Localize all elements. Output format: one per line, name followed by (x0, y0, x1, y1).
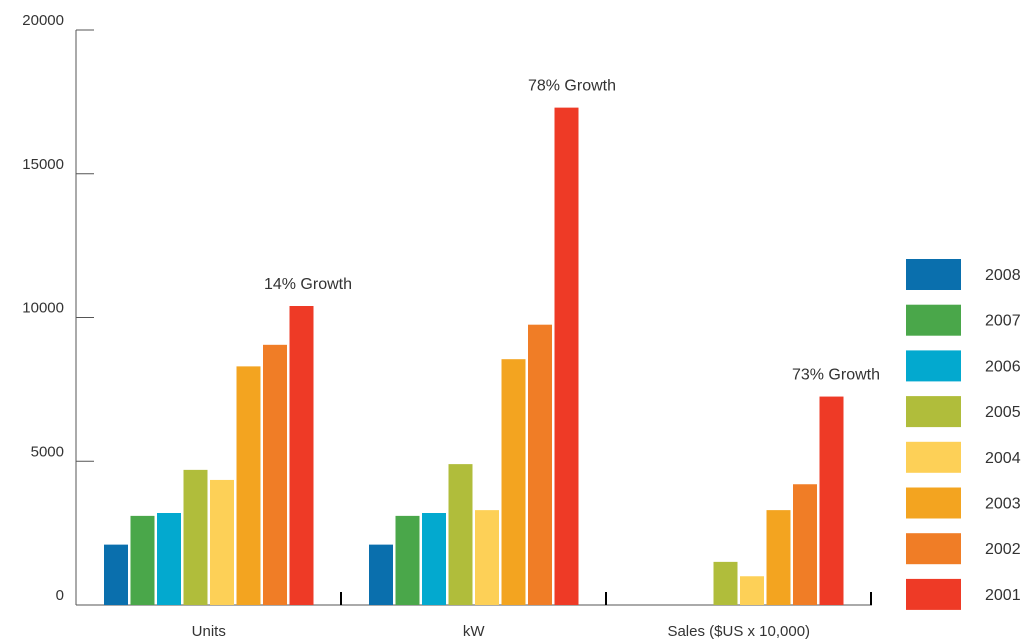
annotations: 14% Growth 78% Growth 73% Growth (264, 78, 880, 384)
growth-annotation: 73% Growth (792, 367, 880, 384)
bar-2007-0 (130, 515, 155, 605)
legend-swatch-2001 (906, 578, 961, 610)
category-labels: Units kW Sales ($US x 10,000) (192, 623, 810, 640)
bar-2004-2 (740, 576, 764, 605)
growth-annotation: 14% Growth (264, 276, 352, 293)
bar-2004-0 (210, 479, 234, 605)
category-label: Units (192, 623, 226, 640)
legend-label-2007: 2007 (985, 313, 1021, 330)
legend-label-2002: 2002 (985, 541, 1021, 558)
legend-swatch-2005 (906, 396, 961, 428)
legend-label-2006: 2006 (985, 358, 1021, 375)
bar-2001-0 (289, 306, 314, 605)
bar-2001-2 (819, 396, 844, 605)
y-tick-label: 10000 (22, 300, 64, 317)
legend: 2008 2007 2006 2005 2004 2003 2002 2001 (906, 259, 1021, 610)
legend-swatch-2006 (906, 350, 961, 382)
y-tick-label: 15000 (22, 156, 64, 173)
legend-label-2005: 2005 (985, 404, 1021, 421)
bar-2007-1 (395, 515, 420, 605)
legend-swatch-2003 (906, 487, 961, 519)
bar-2005-0 (183, 469, 208, 605)
bar-2008-1 (369, 544, 393, 605)
y-axis-ticks: 0 5000 10000 15000 20000 (22, 12, 94, 606)
bar-2003-2 (766, 510, 791, 605)
bar-2004-1 (475, 510, 499, 605)
bar-2002-1 (528, 324, 552, 605)
bar-2005-2 (713, 561, 738, 605)
bar-2005-1 (448, 464, 473, 605)
legend-label-2003: 2003 (985, 496, 1021, 513)
category-label: kW (463, 623, 486, 640)
bars (104, 107, 844, 605)
bar-2003-0 (236, 366, 261, 605)
legend-swatch-2002 (906, 533, 961, 565)
bar-2006-0 (157, 513, 181, 605)
growth-annotation: 78% Growth (528, 78, 616, 95)
bar-2002-0 (263, 344, 287, 605)
legend-swatch-2008 (906, 259, 961, 290)
y-tick-label: 20000 (22, 12, 64, 29)
legend-label-2008: 2008 (985, 267, 1021, 284)
legend-label-2004: 2004 (985, 450, 1021, 467)
y-tick-label: 0 (56, 587, 64, 604)
legend-swatch-2007 (906, 304, 961, 336)
bar-2006-1 (422, 513, 446, 605)
bar-2003-1 (501, 359, 526, 605)
y-tick-label: 5000 (31, 443, 64, 460)
legend-swatch-2004 (906, 441, 961, 473)
bar-2008-0 (104, 544, 128, 605)
bar-2002-2 (793, 484, 817, 605)
bar-2001-1 (554, 107, 579, 605)
legend-label-2001: 2001 (985, 587, 1021, 604)
category-label: Sales ($US x 10,000) (667, 623, 810, 640)
